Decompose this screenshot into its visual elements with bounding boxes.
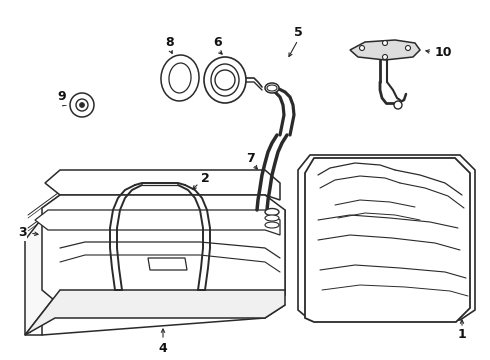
Circle shape [394, 101, 402, 109]
Text: 1: 1 [458, 328, 466, 342]
Polygon shape [42, 195, 285, 305]
Polygon shape [298, 155, 475, 320]
Ellipse shape [267, 85, 277, 91]
Polygon shape [45, 170, 280, 200]
Ellipse shape [204, 57, 246, 103]
Ellipse shape [265, 222, 279, 228]
Ellipse shape [211, 64, 239, 96]
Text: 6: 6 [214, 36, 222, 49]
Ellipse shape [265, 215, 279, 221]
Text: 2: 2 [200, 171, 209, 184]
Text: 5: 5 [294, 26, 302, 39]
Circle shape [383, 54, 388, 59]
Text: 8: 8 [166, 36, 174, 49]
Text: 9: 9 [58, 90, 66, 104]
Ellipse shape [161, 55, 199, 101]
Polygon shape [25, 290, 285, 335]
Polygon shape [25, 195, 60, 335]
Circle shape [360, 45, 365, 50]
Ellipse shape [265, 208, 279, 216]
Polygon shape [305, 158, 470, 322]
Circle shape [383, 40, 388, 45]
Text: 10: 10 [434, 45, 452, 58]
Ellipse shape [169, 63, 191, 93]
Circle shape [215, 70, 235, 90]
Polygon shape [148, 258, 187, 270]
Polygon shape [35, 210, 280, 235]
Text: 7: 7 [245, 152, 254, 165]
Text: 4: 4 [159, 342, 168, 355]
Polygon shape [350, 40, 420, 60]
Circle shape [76, 99, 88, 111]
Circle shape [79, 103, 84, 108]
Circle shape [406, 45, 411, 50]
Circle shape [70, 93, 94, 117]
Text: 3: 3 [18, 226, 26, 239]
Ellipse shape [265, 83, 279, 93]
